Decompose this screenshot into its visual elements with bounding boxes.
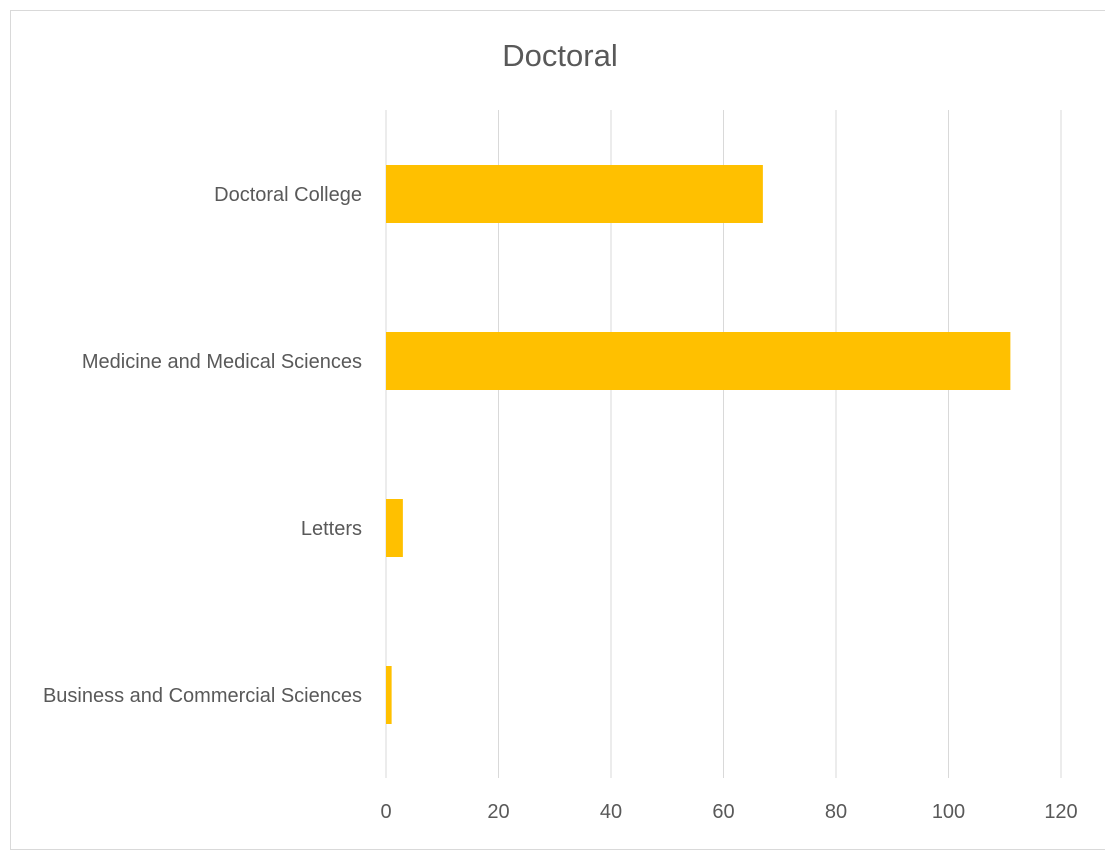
x-tick-label: 120 <box>1044 801 1077 823</box>
bar-doctoral-college <box>386 165 763 223</box>
x-tick-label: 60 <box>712 801 734 823</box>
x-tick-label: 20 <box>487 801 509 823</box>
category-label: Medicine and Medical Sciences <box>82 351 362 373</box>
bar-business-and-commercial-sciences <box>386 666 392 724</box>
chart-title: Doctoral <box>502 38 617 73</box>
x-tick-label: 0 <box>380 801 391 823</box>
x-tick-label: 40 <box>600 801 622 823</box>
category-label: Doctoral College <box>214 184 362 206</box>
category-labels: Doctoral College Medicine and Medical Sci… <box>43 184 362 707</box>
chart-frame <box>10 10 1105 850</box>
bar-medicine-and-medical-sciences <box>386 332 1011 390</box>
bar-letters <box>386 499 403 557</box>
category-label: Letters <box>301 518 362 540</box>
bars <box>386 165 1011 724</box>
x-tick-label: 100 <box>932 801 965 823</box>
x-axis-ticks: 0 20 40 60 80 100 120 <box>380 801 1077 823</box>
category-label: Business and Commercial Sciences <box>43 685 362 707</box>
x-tick-label: 80 <box>825 801 847 823</box>
